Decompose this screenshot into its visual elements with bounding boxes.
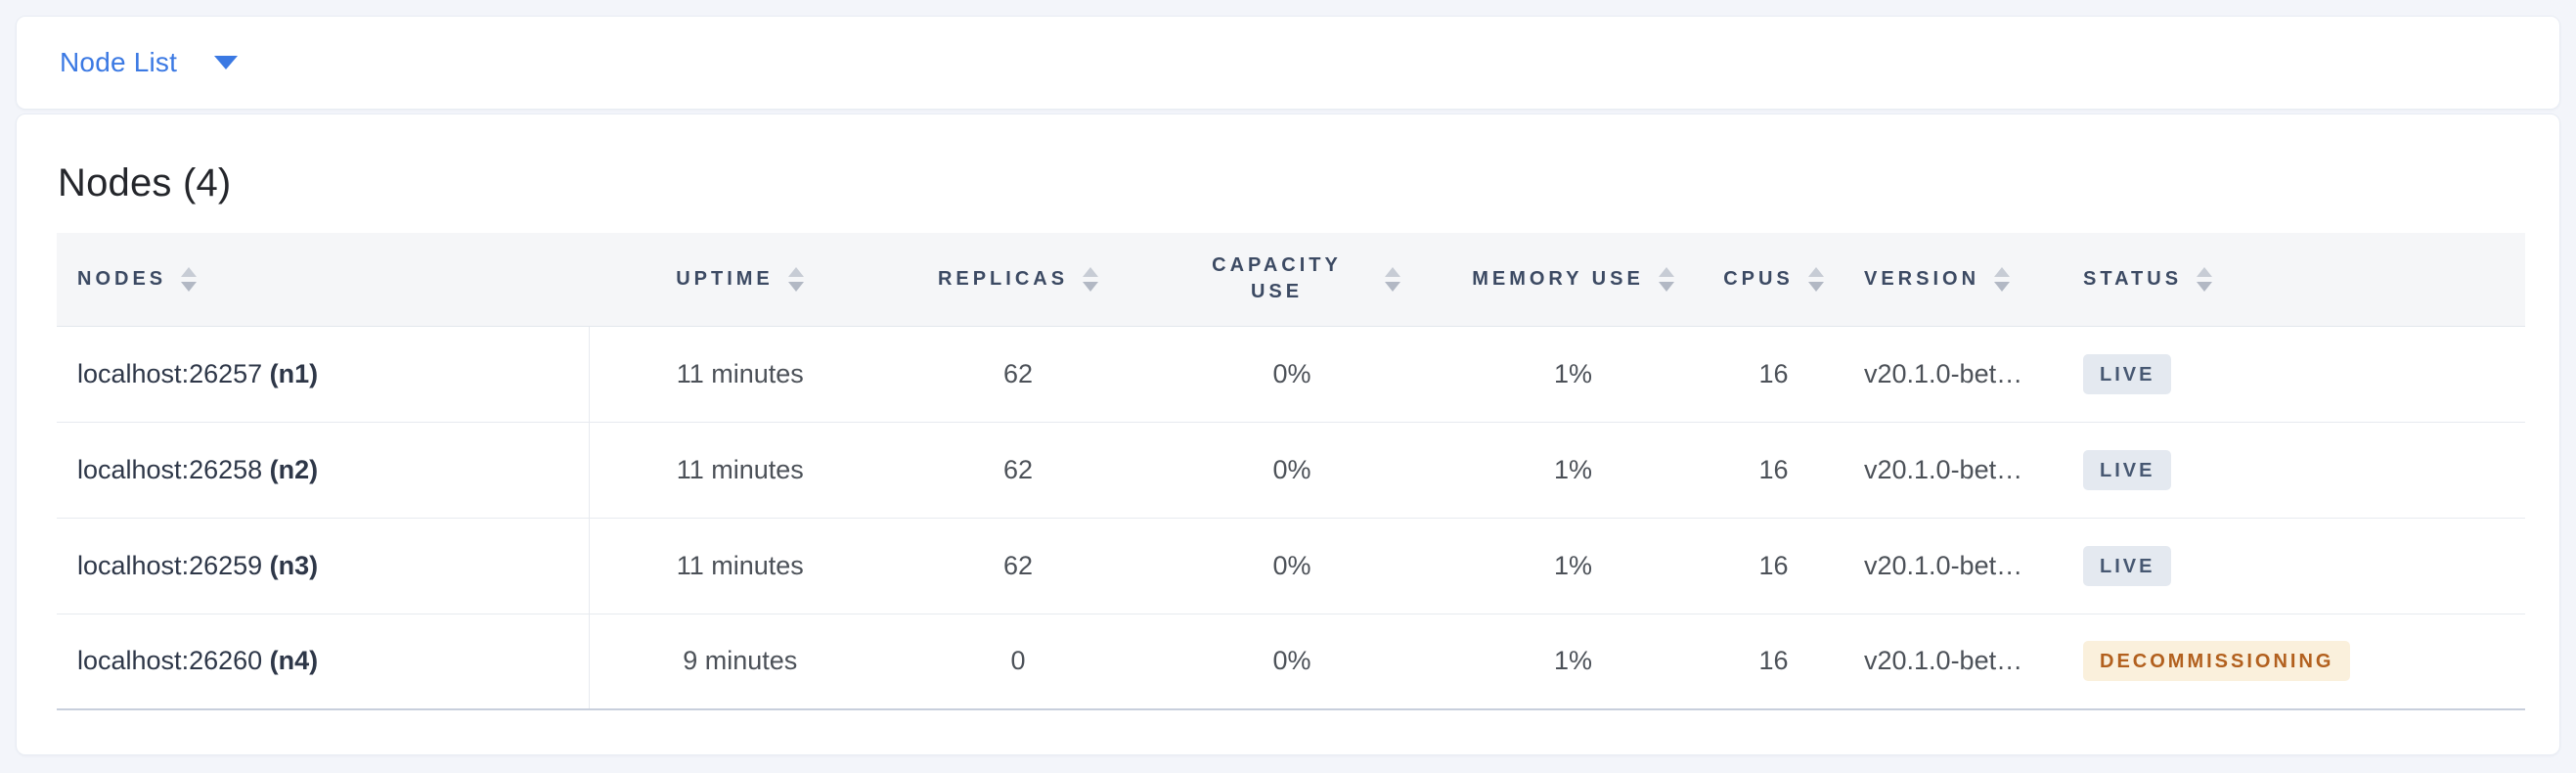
view-selector-label: Node List — [60, 47, 178, 77]
status-cell: DECOMMISSIONING — [2059, 613, 2525, 709]
status-badge: DECOMMISSIONING — [2083, 641, 2351, 682]
column-header-version[interactable]: Version — [1840, 233, 2059, 327]
column-header-replicas[interactable]: Replicas — [891, 233, 1145, 327]
capacity-use-cell: 0% — [1145, 421, 1439, 518]
node-address-cell[interactable]: localhost:26259 (n3) — [57, 517, 589, 614]
uptime-cell: 11 minutes — [588, 326, 891, 422]
sort-icon[interactable] — [1994, 266, 2011, 292]
memory-use-cell: 1% — [1439, 517, 1708, 614]
node-row[interactable]: localhost:26260 (n4) 9 minutes 0 0% 1% 1… — [57, 613, 2525, 709]
replicas-cell: 62 — [891, 326, 1145, 422]
cpus-cell: 16 — [1708, 517, 1840, 614]
node-row[interactable]: localhost:26257 (n1) 11 minutes 62 0% 1%… — [57, 326, 2525, 422]
node-row[interactable]: localhost:26259 (n3) 11 minutes 62 0% 1%… — [57, 517, 2525, 614]
cpus-cell: 16 — [1708, 421, 1840, 518]
table-header-row: Nodes Uptime Replicas Capacity Use Memor… — [57, 233, 2525, 327]
sort-icon[interactable] — [1384, 266, 1400, 292]
column-header-memory-use[interactable]: Memory Use — [1439, 233, 1708, 327]
nodes-card: Nodes (4) Nodes Uptime Replicas — [16, 114, 2560, 755]
replicas-cell: 62 — [891, 421, 1145, 518]
node-id: (n4) — [269, 646, 319, 676]
column-header-cpus[interactable]: CPUs — [1708, 233, 1840, 327]
status-badge: LIVE — [2083, 353, 2172, 394]
status-cell: LIVE — [2059, 517, 2525, 614]
node-address-cell[interactable]: localhost:26258 (n2) — [57, 421, 589, 518]
version-cell: v20.1.0-bet… — [1840, 517, 2059, 614]
column-header-nodes[interactable]: Nodes — [57, 233, 589, 327]
replicas-cell: 62 — [891, 517, 1145, 614]
node-id: (n2) — [269, 454, 319, 484]
sort-icon[interactable] — [1658, 266, 1674, 292]
sort-icon[interactable] — [1807, 266, 1824, 292]
node-address: localhost:26259 — [77, 550, 263, 580]
uptime-cell: 11 minutes — [588, 421, 891, 518]
node-address-cell[interactable]: localhost:26260 (n4) — [57, 613, 589, 709]
memory-use-cell: 1% — [1439, 421, 1708, 518]
sort-icon[interactable] — [1083, 266, 1099, 292]
column-header-status[interactable]: Status — [2059, 233, 2525, 327]
version-cell: v20.1.0-bet… — [1840, 326, 2059, 422]
capacity-use-cell: 0% — [1145, 326, 1439, 422]
uptime-cell: 9 minutes — [588, 613, 891, 709]
nodes-table: Nodes Uptime Replicas Capacity Use Memor… — [57, 233, 2525, 710]
node-address-cell[interactable]: localhost:26257 (n1) — [57, 326, 589, 422]
replicas-cell: 0 — [891, 613, 1145, 709]
memory-use-cell: 1% — [1439, 326, 1708, 422]
sort-icon[interactable] — [2197, 266, 2213, 292]
status-badge: LIVE — [2083, 545, 2172, 586]
status-cell: LIVE — [2059, 421, 2525, 518]
capacity-use-cell: 0% — [1145, 613, 1439, 709]
cpus-cell: 16 — [1708, 613, 1840, 709]
uptime-cell: 11 minutes — [588, 517, 891, 614]
caret-down-icon — [214, 56, 239, 69]
column-header-uptime[interactable]: Uptime — [589, 233, 891, 327]
node-row[interactable]: localhost:26258 (n2) 11 minutes 62 0% 1%… — [57, 421, 2525, 518]
status-cell: LIVE — [2059, 326, 2525, 422]
column-header-capacity-use[interactable]: Capacity Use — [1145, 233, 1439, 327]
page-title: Nodes (4) — [58, 161, 232, 205]
view-selector-bar: Node List — [16, 16, 2560, 110]
node-address: localhost:26257 — [77, 358, 263, 388]
node-id: (n1) — [269, 358, 319, 388]
node-id: (n3) — [269, 550, 319, 580]
status-badge: LIVE — [2083, 449, 2172, 490]
node-address: localhost:26258 — [77, 454, 263, 484]
version-cell: v20.1.0-bet… — [1840, 613, 2059, 709]
view-selector-dropdown[interactable]: Node List — [60, 47, 239, 78]
sort-icon[interactable] — [181, 266, 198, 292]
memory-use-cell: 1% — [1439, 613, 1708, 709]
sort-icon[interactable] — [787, 266, 804, 292]
cpus-cell: 16 — [1708, 326, 1840, 422]
node-address: localhost:26260 — [77, 646, 263, 676]
version-cell: v20.1.0-bet… — [1840, 421, 2059, 518]
capacity-use-cell: 0% — [1145, 517, 1439, 614]
